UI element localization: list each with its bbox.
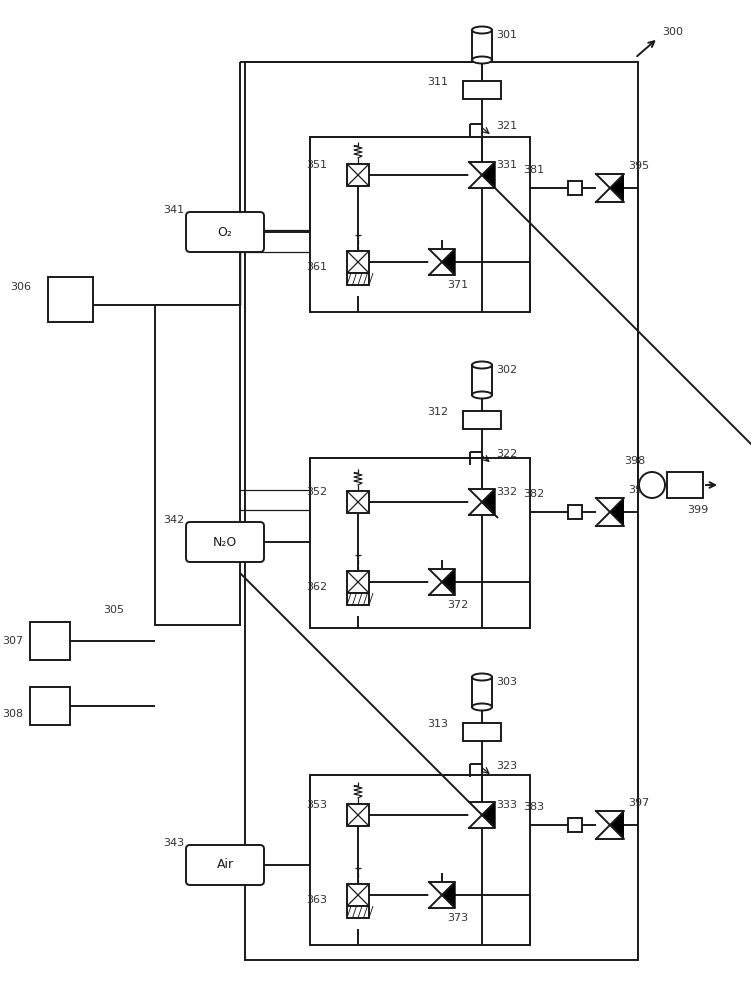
Text: 397: 397 bbox=[628, 798, 650, 808]
Bar bbox=[347, 804, 369, 826]
Polygon shape bbox=[482, 162, 495, 188]
Bar bbox=[347, 164, 369, 186]
Text: 308: 308 bbox=[2, 709, 23, 719]
Bar bbox=[30, 687, 70, 725]
Polygon shape bbox=[442, 882, 455, 908]
Text: 312: 312 bbox=[427, 407, 448, 417]
Bar bbox=[48, 277, 93, 322]
Polygon shape bbox=[482, 489, 495, 515]
Bar bbox=[30, 622, 70, 660]
Text: 395: 395 bbox=[628, 161, 649, 171]
Ellipse shape bbox=[472, 56, 492, 64]
Text: 322: 322 bbox=[496, 449, 517, 459]
Bar bbox=[347, 571, 369, 593]
Ellipse shape bbox=[472, 361, 492, 368]
Polygon shape bbox=[429, 569, 442, 595]
Text: 352: 352 bbox=[306, 487, 327, 497]
Bar bbox=[463, 411, 501, 429]
FancyBboxPatch shape bbox=[186, 522, 264, 562]
Text: 306: 306 bbox=[10, 282, 31, 292]
Text: 301: 301 bbox=[496, 30, 517, 40]
Text: 343: 343 bbox=[163, 838, 184, 848]
Bar bbox=[347, 884, 369, 906]
Text: 307: 307 bbox=[2, 636, 23, 646]
Polygon shape bbox=[429, 882, 442, 908]
Text: 383: 383 bbox=[523, 802, 544, 812]
Ellipse shape bbox=[472, 26, 492, 33]
Text: 332: 332 bbox=[496, 487, 517, 497]
Text: 371: 371 bbox=[447, 280, 468, 290]
Text: 341: 341 bbox=[163, 205, 184, 215]
Polygon shape bbox=[610, 174, 624, 202]
Text: 303: 303 bbox=[496, 677, 517, 687]
Bar bbox=[568, 505, 582, 519]
Text: 302: 302 bbox=[496, 365, 517, 375]
Polygon shape bbox=[482, 802, 495, 828]
Text: N₂O: N₂O bbox=[213, 536, 237, 548]
Bar bbox=[347, 593, 369, 605]
Text: 363: 363 bbox=[306, 895, 327, 905]
FancyBboxPatch shape bbox=[186, 845, 264, 885]
Text: 313: 313 bbox=[427, 719, 448, 729]
Polygon shape bbox=[610, 811, 624, 839]
Ellipse shape bbox=[472, 674, 492, 680]
Bar bbox=[347, 906, 369, 918]
Text: 362: 362 bbox=[306, 582, 327, 592]
Polygon shape bbox=[596, 811, 610, 839]
Text: O₂: O₂ bbox=[218, 226, 233, 238]
Polygon shape bbox=[469, 489, 482, 515]
Text: 311: 311 bbox=[427, 77, 448, 87]
Text: 321: 321 bbox=[496, 121, 517, 131]
Bar bbox=[472, 677, 492, 707]
Bar bbox=[568, 818, 582, 832]
Polygon shape bbox=[442, 249, 455, 275]
Text: 331: 331 bbox=[496, 160, 517, 170]
Text: 361: 361 bbox=[306, 262, 327, 272]
Circle shape bbox=[639, 472, 665, 498]
Ellipse shape bbox=[472, 391, 492, 398]
Bar bbox=[347, 251, 369, 273]
Text: 333: 333 bbox=[496, 800, 517, 810]
Polygon shape bbox=[442, 569, 455, 595]
Text: 399: 399 bbox=[687, 505, 708, 515]
Polygon shape bbox=[469, 802, 482, 828]
Polygon shape bbox=[610, 498, 624, 526]
Text: 323: 323 bbox=[496, 761, 517, 771]
Bar bbox=[245, 62, 638, 960]
Text: Air: Air bbox=[216, 858, 234, 871]
Ellipse shape bbox=[472, 704, 492, 710]
Polygon shape bbox=[596, 174, 610, 202]
Bar bbox=[347, 273, 369, 285]
Text: 305: 305 bbox=[103, 605, 124, 615]
Bar bbox=[310, 458, 530, 628]
FancyBboxPatch shape bbox=[186, 212, 264, 252]
Text: 353: 353 bbox=[306, 800, 327, 810]
Polygon shape bbox=[596, 498, 610, 526]
Text: 381: 381 bbox=[523, 165, 544, 175]
Bar bbox=[568, 181, 582, 195]
Bar bbox=[310, 137, 530, 312]
Text: 351: 351 bbox=[306, 160, 327, 170]
Bar bbox=[310, 775, 530, 945]
Bar bbox=[463, 81, 501, 99]
Bar bbox=[155, 305, 240, 625]
Text: 372: 372 bbox=[447, 600, 469, 610]
Polygon shape bbox=[469, 162, 482, 188]
Bar bbox=[472, 30, 492, 60]
Text: 398: 398 bbox=[624, 456, 645, 466]
Text: 300: 300 bbox=[662, 27, 683, 37]
Bar bbox=[667, 472, 703, 498]
Polygon shape bbox=[429, 249, 442, 275]
Text: 373: 373 bbox=[447, 913, 468, 923]
Bar bbox=[347, 491, 369, 513]
Bar bbox=[463, 723, 501, 741]
Bar bbox=[472, 365, 492, 395]
Text: 342: 342 bbox=[163, 515, 184, 525]
Text: 396: 396 bbox=[628, 485, 649, 495]
Text: 382: 382 bbox=[523, 489, 544, 499]
